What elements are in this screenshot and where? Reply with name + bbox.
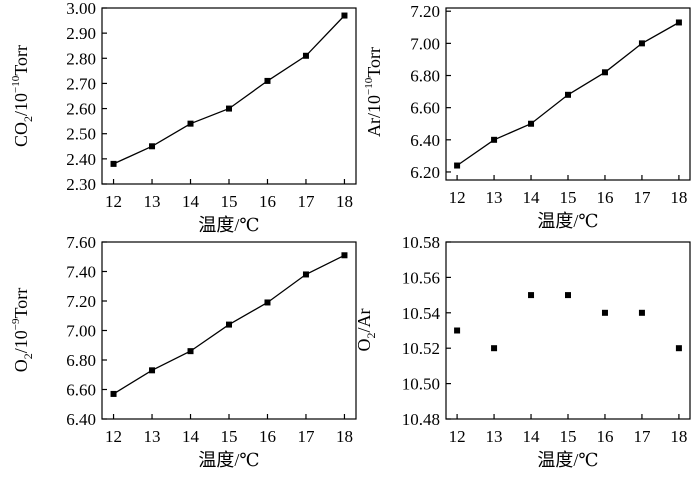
data-point [565, 91, 571, 98]
y-tick-label: 2.40 [66, 150, 96, 169]
data-point [110, 160, 117, 167]
y-tick-label: 7.20 [410, 2, 440, 21]
data-point [264, 299, 271, 306]
x-tick-label: 12 [449, 188, 466, 207]
data-point [302, 271, 309, 278]
x-tick-label: 16 [259, 427, 276, 446]
y-tick-label: 3.00 [66, 0, 96, 18]
chart-panel-4: 10.48 10.50 10.52 10.54 10.56 10.58 12 13 14 15 16… [354, 233, 691, 470]
data-point [491, 136, 498, 143]
y-tick-label: 6.20 [410, 163, 440, 182]
x-tick-label: 13 [144, 427, 161, 446]
y-axis-label: Ar/10−10Torr [363, 47, 384, 137]
x-axis-label: 温度/℃ [537, 450, 598, 470]
x-tick-label: 18 [670, 188, 687, 207]
x-axis-label: 温度/℃ [537, 211, 598, 231]
data-point [302, 52, 309, 59]
y-tick-label: 10.56 [402, 268, 440, 287]
y-tick-label: 6.80 [66, 351, 96, 370]
chart-panel-2: 6.20 6.40 6.60 6.80 7.00 7.20 12 13 14 15 16 17 18 温度… [363, 2, 691, 231]
y-tick-label: 2.70 [66, 74, 96, 93]
x-tick-label: 15 [560, 427, 577, 446]
chart-panel-3: 6.40 6.60 6.80 7.00 7.20 7.40 7.60 12 13 14 15 16 17… [10, 233, 357, 470]
data-point [187, 120, 194, 127]
y-tick-label: 6.40 [66, 410, 96, 429]
y-axis-label: O2/10−9Torr [10, 288, 35, 372]
x-tick-label: 17 [633, 427, 651, 446]
x-tick-label: 12 [105, 427, 122, 446]
x-tick-label: 15 [221, 427, 238, 446]
y-tick-label: 10.54 [402, 304, 441, 323]
x-tick-label: 13 [486, 188, 503, 207]
x-tick-label: 16 [259, 192, 276, 211]
y-tick-label: 6.60 [66, 381, 96, 400]
x-axis-label: 温度/℃ [198, 215, 259, 235]
x-tick-label: 17 [297, 427, 315, 446]
y-tick-label: 7.00 [410, 34, 440, 53]
data-point [110, 390, 117, 397]
y-axis-label: CO2/10−10Torr [10, 45, 35, 147]
data-point [149, 367, 156, 374]
data-point [454, 162, 461, 169]
data-point [601, 309, 608, 316]
x-tick-label: 17 [297, 192, 315, 211]
x-tick-label: 15 [221, 192, 238, 211]
plot-frame [445, 241, 691, 420]
y-tick-label: 7.00 [66, 322, 96, 341]
y-tick-label: 2.60 [66, 100, 96, 119]
data-point [454, 327, 461, 334]
data-point [528, 120, 535, 127]
x-tick-label: 18 [670, 427, 687, 446]
y-tick-label: 6.80 [410, 67, 440, 86]
y-tick-label: 7.20 [66, 292, 96, 311]
data-point [187, 348, 194, 355]
chart-panel-1: 2.30 2.40 2.50 2.60 2.70 2.80 2.90 3.00 12 13 14 15… [10, 0, 357, 235]
x-tick-label: 17 [633, 188, 651, 207]
y-tick-label: 6.60 [410, 99, 440, 118]
data-point [675, 19, 682, 26]
y-tick-label: 2.80 [66, 49, 96, 68]
data-point [638, 40, 645, 47]
x-tick-label: 12 [105, 192, 122, 211]
x-tick-label: 18 [336, 192, 353, 211]
x-tick-label: 16 [596, 427, 613, 446]
data-point [675, 345, 682, 352]
series-line [113, 15, 345, 165]
data-point [264, 77, 271, 84]
y-tick-label: 2.50 [66, 125, 96, 144]
x-tick-label: 13 [486, 427, 503, 446]
y-tick-label: 2.30 [66, 175, 96, 194]
data-point [226, 105, 232, 112]
data-point [149, 143, 156, 150]
x-tick-label: 14 [523, 427, 541, 446]
y-axis-label: O2/Ar [354, 309, 378, 352]
data-point [341, 252, 348, 259]
y-tick-label: 10.48 [402, 410, 440, 429]
y-tick-label: 10.50 [402, 375, 440, 394]
y-tick-label: 2.90 [66, 24, 96, 43]
x-tick-label: 13 [144, 192, 161, 211]
data-point [638, 309, 645, 316]
x-tick-label: 12 [449, 427, 466, 446]
x-tick-label: 14 [182, 192, 200, 211]
data-point [565, 292, 571, 299]
x-axis-label: 温度/℃ [198, 450, 259, 470]
data-point [491, 345, 498, 352]
data-point [528, 292, 535, 299]
x-tick-label: 14 [182, 427, 200, 446]
y-tick-label: 6.40 [410, 131, 440, 150]
data-point [601, 69, 608, 76]
y-tick-label: 7.40 [66, 263, 96, 282]
x-tick-label: 14 [523, 188, 541, 207]
x-tick-label: 16 [596, 188, 613, 207]
plot-frame [101, 7, 357, 185]
x-tick-label: 18 [336, 427, 353, 446]
y-tick-label: 10.58 [402, 233, 440, 252]
data-point [226, 321, 232, 328]
y-tick-label: 10.52 [402, 339, 440, 358]
data-point [341, 12, 348, 19]
x-tick-label: 15 [560, 188, 577, 207]
y-tick-label: 7.60 [66, 233, 96, 252]
